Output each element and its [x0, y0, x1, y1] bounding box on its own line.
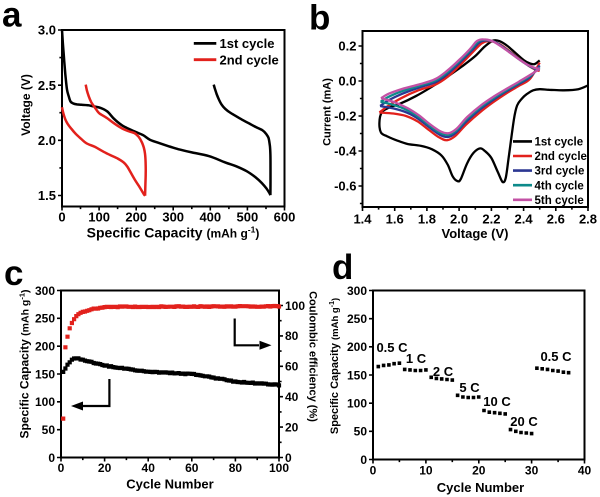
svg-text:2 C: 2 C — [433, 364, 454, 379]
svg-text:Current (mA): Current (mA) — [322, 78, 334, 146]
svg-text:d: d — [332, 248, 353, 287]
svg-text:Specific Capacity (mAh g-1): Specific Capacity (mAh g-1) — [87, 225, 260, 241]
svg-text:2.6: 2.6 — [547, 212, 565, 227]
svg-text:0: 0 — [360, 453, 367, 467]
svg-text:500: 500 — [237, 210, 259, 225]
svg-text:10: 10 — [419, 464, 433, 478]
svg-text:c: c — [4, 254, 23, 293]
svg-text:2nd cycle: 2nd cycle — [220, 52, 279, 67]
svg-text:80: 80 — [285, 329, 299, 343]
svg-text:200: 200 — [347, 340, 367, 354]
svg-text:20 C: 20 C — [510, 414, 538, 429]
svg-text:1.6: 1.6 — [386, 212, 404, 227]
svg-text:Cycle Number: Cycle Number — [126, 477, 213, 492]
svg-text:60: 60 — [185, 461, 199, 475]
svg-text:1st cycle: 1st cycle — [535, 137, 584, 149]
svg-text:400: 400 — [199, 210, 221, 225]
svg-text:300: 300 — [35, 284, 55, 298]
svg-text:2.0: 2.0 — [38, 133, 56, 148]
svg-text:0.5 C: 0.5 C — [376, 340, 408, 355]
svg-text:5 C: 5 C — [459, 380, 480, 395]
svg-text:80: 80 — [229, 461, 243, 475]
svg-text:2.5: 2.5 — [38, 78, 56, 93]
svg-text:0.2: 0.2 — [338, 39, 356, 54]
svg-text:40: 40 — [285, 390, 299, 404]
svg-text:0: 0 — [48, 451, 55, 465]
svg-text:250: 250 — [347, 312, 367, 326]
svg-text:300: 300 — [162, 210, 184, 225]
svg-text:0.5 C: 0.5 C — [540, 349, 572, 364]
svg-text:1 C: 1 C — [406, 351, 427, 366]
svg-text:Specific Capacity (mAh g-1): Specific Capacity (mAh g-1) — [17, 289, 31, 438]
svg-text:100: 100 — [269, 461, 289, 475]
svg-text:-0.2: -0.2 — [334, 109, 356, 124]
svg-text:10 C: 10 C — [483, 394, 511, 409]
svg-text:60: 60 — [285, 360, 299, 374]
svg-text:Voltage (V): Voltage (V) — [19, 74, 33, 136]
svg-text:20: 20 — [285, 420, 299, 434]
svg-text:50: 50 — [42, 423, 56, 437]
svg-text:150: 150 — [347, 368, 367, 382]
svg-text:600: 600 — [274, 210, 296, 225]
svg-text:Voltage (V): Voltage (V) — [442, 226, 509, 241]
svg-text:20: 20 — [472, 464, 486, 478]
svg-text:300: 300 — [347, 284, 367, 298]
svg-text:50: 50 — [354, 425, 368, 439]
svg-text:3.0: 3.0 — [38, 23, 56, 38]
svg-text:1.8: 1.8 — [418, 212, 436, 227]
svg-text:200: 200 — [35, 340, 55, 354]
svg-text:2nd cycle: 2nd cycle — [535, 151, 587, 163]
svg-text:3rd cycle: 3rd cycle — [535, 166, 585, 178]
svg-text:100: 100 — [285, 299, 305, 313]
svg-text:1.4: 1.4 — [353, 212, 372, 227]
svg-text:2.4: 2.4 — [515, 212, 534, 227]
svg-text:1.5: 1.5 — [38, 188, 56, 203]
svg-text:Specific Capacity (mAh g-1): Specific Capacity (mAh g-1) — [329, 298, 341, 434]
svg-text:100: 100 — [347, 397, 367, 411]
svg-text:a: a — [2, 0, 22, 35]
svg-text:200: 200 — [125, 210, 147, 225]
svg-text:150: 150 — [35, 367, 55, 381]
svg-text:2.2: 2.2 — [482, 212, 500, 227]
svg-text:0: 0 — [58, 210, 65, 225]
svg-text:1st cycle: 1st cycle — [220, 36, 275, 51]
svg-text:100: 100 — [88, 210, 110, 225]
svg-text:100: 100 — [35, 395, 55, 409]
svg-text:Coulombic efficiency (%): Coulombic efficiency (%) — [307, 291, 319, 422]
svg-text:-0.4: -0.4 — [334, 144, 357, 159]
svg-text:30: 30 — [525, 464, 539, 478]
svg-text:40: 40 — [142, 461, 156, 475]
svg-text:0: 0 — [58, 461, 65, 475]
svg-text:5th cycle: 5th cycle — [535, 195, 584, 207]
svg-text:b: b — [309, 0, 330, 38]
svg-text:40: 40 — [578, 464, 592, 478]
svg-text:250: 250 — [35, 312, 55, 326]
svg-text:Cycle Number: Cycle Number — [437, 480, 524, 495]
svg-text:0.0: 0.0 — [338, 74, 356, 89]
svg-text:0: 0 — [370, 464, 377, 478]
svg-text:0: 0 — [285, 451, 292, 465]
svg-text:-0.6: -0.6 — [334, 179, 356, 194]
svg-text:20: 20 — [98, 461, 112, 475]
svg-text:2.0: 2.0 — [450, 212, 468, 227]
svg-text:4th cycle: 4th cycle — [535, 180, 584, 192]
svg-text:2.8: 2.8 — [579, 212, 597, 227]
